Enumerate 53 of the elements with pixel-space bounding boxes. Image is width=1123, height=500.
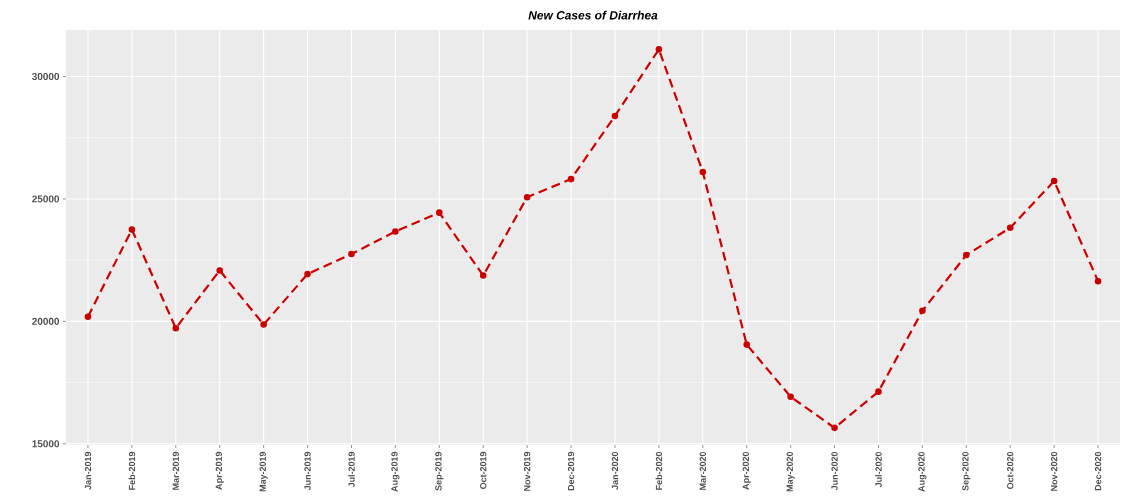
point bbox=[436, 209, 443, 216]
y-tick-label: 25000 bbox=[32, 195, 60, 203]
x-tick-label: Nov-2019 bbox=[523, 451, 531, 491]
y-tick-label: 15000 bbox=[32, 440, 60, 448]
point bbox=[304, 270, 311, 278]
x-tick-label: Dec-2020 bbox=[1094, 451, 1102, 491]
point bbox=[84, 313, 92, 320]
point bbox=[655, 46, 663, 53]
point bbox=[567, 175, 575, 183]
x-tick-label: May-2020 bbox=[786, 451, 795, 492]
point bbox=[479, 272, 487, 279]
x-tick-label: Jan-2020 bbox=[611, 451, 619, 490]
point bbox=[875, 388, 882, 395]
chart-title: New Cases of Diarrhea bbox=[528, 10, 658, 20]
point bbox=[963, 251, 970, 259]
point bbox=[260, 321, 267, 328]
y-tick-label: 30000 bbox=[32, 72, 60, 81]
x-tick-label: Dec-2019 bbox=[567, 451, 575, 491]
point bbox=[1006, 224, 1014, 232]
x-tick-label: Feb-2020 bbox=[655, 451, 663, 490]
x-tick-label: Jan-2019 bbox=[84, 451, 92, 490]
point bbox=[1094, 277, 1102, 285]
point bbox=[743, 341, 751, 348]
x-tick-label: Jul-2019 bbox=[348, 451, 355, 488]
point bbox=[787, 393, 794, 401]
x-tick-label: Mar-2020 bbox=[699, 451, 706, 490]
x-tick-label: Aug-2019 bbox=[391, 451, 400, 492]
point bbox=[216, 267, 223, 274]
x-tick-label: Oct-2019 bbox=[480, 451, 487, 490]
y-tick-label: 20000 bbox=[32, 317, 60, 325]
x-tick-label: Sep-2020 bbox=[962, 451, 971, 491]
x-tick-label: Mar-2019 bbox=[172, 451, 179, 490]
x-tick-label: Apr-2020 bbox=[742, 451, 751, 490]
x-tick-label: Feb-2019 bbox=[128, 451, 136, 490]
point bbox=[1050, 177, 1058, 185]
x-tick-label: Sep-2019 bbox=[435, 451, 444, 491]
point bbox=[919, 307, 926, 315]
point bbox=[392, 228, 399, 235]
point bbox=[523, 193, 531, 201]
x-tick-label: Jun-2019 bbox=[304, 451, 311, 491]
point bbox=[172, 324, 180, 332]
point bbox=[348, 250, 355, 258]
point bbox=[831, 424, 838, 432]
x-tick-label: Jul-2020 bbox=[875, 451, 882, 488]
x-tick-label: Oct-2020 bbox=[1007, 451, 1014, 490]
x-tick-label: Aug-2020 bbox=[918, 451, 927, 492]
x-tick-label: Jun-2020 bbox=[831, 451, 838, 491]
x-tick-label: May-2019 bbox=[259, 451, 268, 492]
point bbox=[699, 168, 707, 176]
x-tick-label: Apr-2019 bbox=[215, 451, 224, 490]
point bbox=[128, 226, 136, 233]
x-tick-label: Nov-2020 bbox=[1050, 451, 1058, 491]
point bbox=[611, 112, 619, 120]
